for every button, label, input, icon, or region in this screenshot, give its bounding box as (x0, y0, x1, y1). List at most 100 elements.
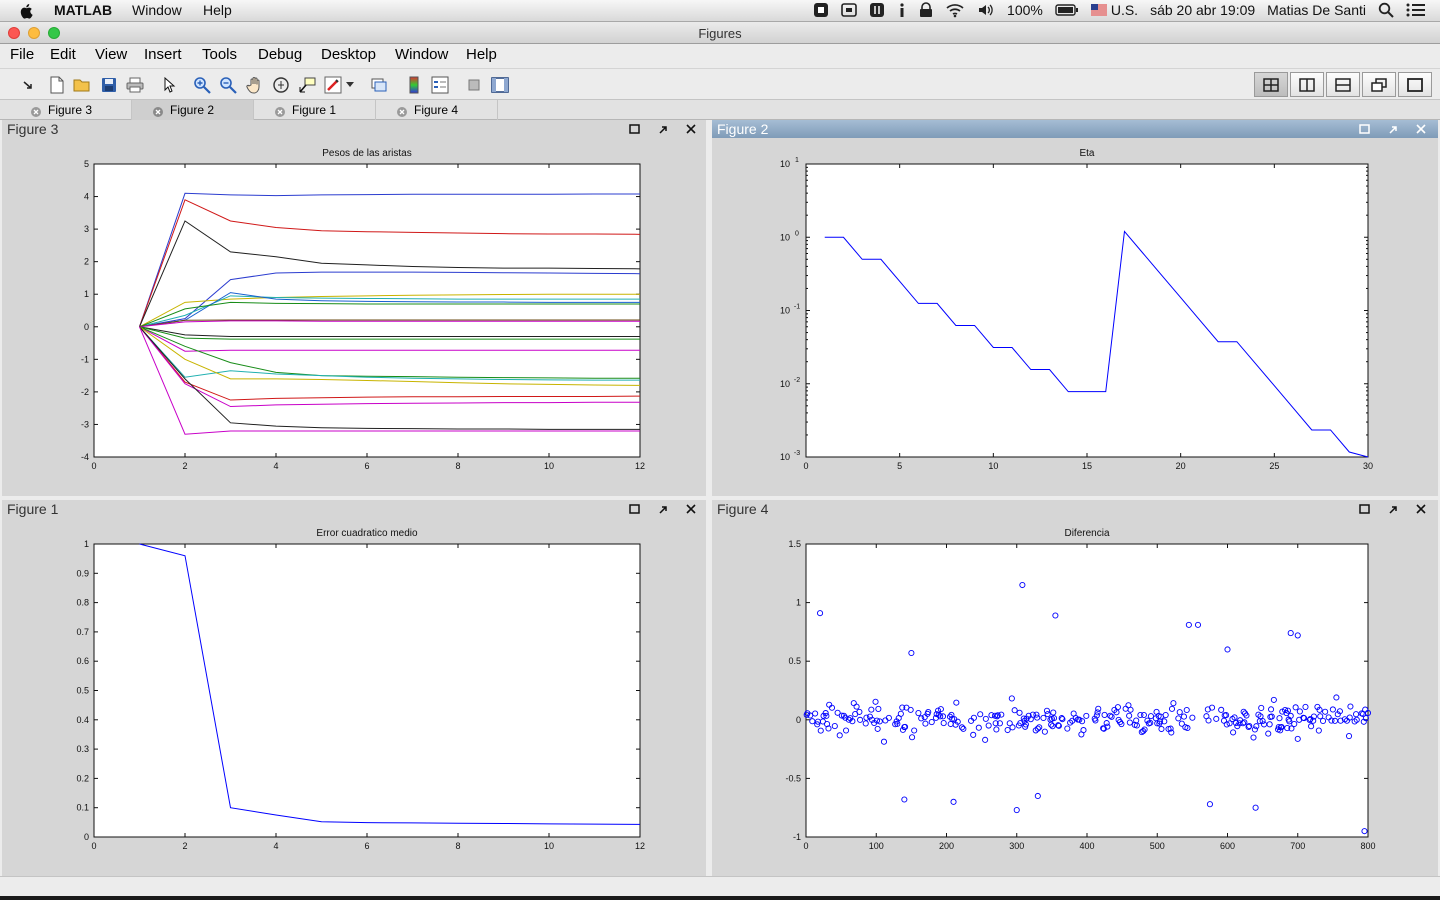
menu-help[interactable]: Help (466, 46, 497, 63)
tab-close-icon[interactable] (272, 104, 288, 120)
scatter-point (1213, 715, 1220, 722)
tab-figure-1[interactable]: Figure 1 (254, 100, 376, 120)
hide-plot-tools-button[interactable] (464, 75, 484, 95)
menu-desktop[interactable]: Desktop (321, 46, 377, 63)
scatter-point (939, 713, 947, 720)
undock-icon[interactable] (656, 123, 670, 136)
scatter-point (1009, 724, 1016, 731)
open-file-button[interactable] (72, 75, 92, 95)
apple-icon[interactable] (18, 2, 36, 20)
new-figure-button[interactable] (47, 75, 67, 95)
tab-figure-3[interactable]: Figure 3 (10, 100, 132, 120)
maximize-panel-icon[interactable] (628, 503, 642, 516)
menu-tools[interactable]: Tools (202, 46, 238, 63)
tab-close-icon[interactable] (394, 104, 410, 120)
scatter-point (1364, 709, 1372, 717)
scatter-point (998, 711, 1005, 718)
notification-center-icon[interactable] (1406, 2, 1426, 18)
mac-menu-help[interactable]: Help (203, 2, 232, 18)
close-panel-icon[interactable] (684, 123, 698, 136)
menu-window[interactable]: Window (395, 46, 449, 63)
undock-icon[interactable] (1386, 123, 1400, 136)
scatter-point (996, 720, 1003, 727)
layout-2x2-button[interactable] (1254, 72, 1288, 97)
undock-icon[interactable] (1386, 503, 1400, 516)
menu-edit[interactable]: Edit (50, 46, 76, 63)
layout-maximize-button[interactable] (1398, 72, 1432, 97)
volume-icon[interactable] (977, 2, 995, 18)
close-panel-icon[interactable] (1414, 123, 1428, 136)
close-window-button[interactable] (8, 27, 20, 39)
clock[interactable]: sáb 20 abr 19:09 (1150, 2, 1256, 18)
mac-menu-window[interactable]: Window (132, 2, 182, 18)
grid-app-icon[interactable] (869, 2, 885, 18)
undock-icon[interactable] (656, 503, 670, 516)
tab-label: Figure 4 (414, 103, 459, 117)
layout-rows-button[interactable] (1326, 72, 1360, 97)
close-panel-icon[interactable] (684, 503, 698, 516)
menu-view[interactable]: View (95, 46, 128, 63)
y-tick-label: 0.2 (76, 773, 89, 783)
layout-float-button[interactable] (1362, 72, 1396, 97)
series-line (139, 326, 640, 435)
battery-icon[interactable] (1055, 3, 1079, 17)
lock-icon[interactable] (919, 2, 933, 18)
scatter-point (1147, 719, 1154, 726)
scatter-point (1292, 704, 1299, 711)
maximize-panel-icon[interactable] (628, 123, 642, 136)
us-flag-icon[interactable] (1090, 4, 1107, 16)
spotlight-search-icon[interactable] (1378, 2, 1394, 18)
x-tick-label: 10 (544, 841, 554, 851)
link-plot-button[interactable] (369, 75, 389, 95)
maximize-panel-icon[interactable] (1358, 123, 1372, 136)
figure-1-plot[interactable]: Error cuadratico medio 0 2 4 6 8 10 12 0 0.1 0.2 0.… (2, 518, 706, 876)
scatter-point (1108, 713, 1115, 720)
info-icon[interactable] (897, 2, 907, 18)
zoom-in-button[interactable] (192, 75, 212, 95)
screen-icon[interactable] (841, 2, 857, 18)
error-line (139, 543, 641, 825)
brush-dropdown-button[interactable] (343, 75, 357, 95)
keyboard-layout[interactable]: U.S. (1110, 2, 1139, 18)
menu-insert[interactable]: Insert (144, 46, 182, 63)
tab-figure-4[interactable]: Figure 4 (376, 100, 498, 120)
rotate-3d-button[interactable] (271, 75, 291, 95)
wifi-icon[interactable] (945, 2, 965, 18)
y-tick-label: 1.5 (788, 539, 801, 549)
scatter-point (1175, 715, 1182, 722)
brush-button[interactable] (323, 75, 343, 95)
edit-plot-button[interactable] (160, 75, 180, 95)
tab-close-icon[interactable] (28, 104, 44, 120)
y-tick-label: 10 (780, 379, 790, 389)
scatter-point (1268, 706, 1275, 713)
window-titlebar: Figures (0, 22, 1440, 44)
colorbar-button[interactable] (404, 75, 424, 95)
scatter-point (1337, 717, 1344, 724)
tab-figure-2[interactable]: Figure 2 (132, 100, 254, 120)
minimize-window-button[interactable] (28, 27, 40, 39)
legend-button[interactable] (430, 75, 450, 95)
close-panel-icon[interactable] (1414, 503, 1428, 516)
menu-debug[interactable]: Debug (258, 46, 303, 63)
print-button[interactable] (125, 75, 145, 95)
layout-columns-button[interactable] (1290, 72, 1324, 97)
show-plot-tools-button[interactable] (490, 75, 510, 95)
user-name[interactable]: Matias De Santi (1267, 2, 1366, 18)
pan-button[interactable] (245, 75, 265, 95)
figure-4-plot[interactable]: Diferencia 0 100 200 300 400 500 600 700 800 -1 -0.… (712, 518, 1438, 876)
maximize-panel-icon[interactable] (1358, 503, 1372, 516)
mac-app-name[interactable]: MATLAB (54, 2, 113, 18)
y-tick-exponent: 0 (795, 230, 799, 237)
x-tick-label: 2 (182, 461, 187, 471)
evernote-icon[interactable] (813, 2, 829, 18)
save-button[interactable] (99, 75, 119, 95)
dock-arrow-button[interactable] (18, 75, 38, 95)
data-cursor-button[interactable] (297, 75, 317, 95)
figure-2-plot[interactable]: Eta 0 5 10 15 20 25 30 10 1 10 0 10 -1 10 -2 10 -3 (712, 138, 1438, 496)
zoom-out-button[interactable] (218, 75, 238, 95)
menu-file[interactable]: File (10, 46, 35, 63)
zoom-window-button[interactable] (48, 27, 60, 39)
tab-close-icon[interactable] (150, 104, 166, 120)
y-tick-exponent: -1 (794, 304, 800, 311)
